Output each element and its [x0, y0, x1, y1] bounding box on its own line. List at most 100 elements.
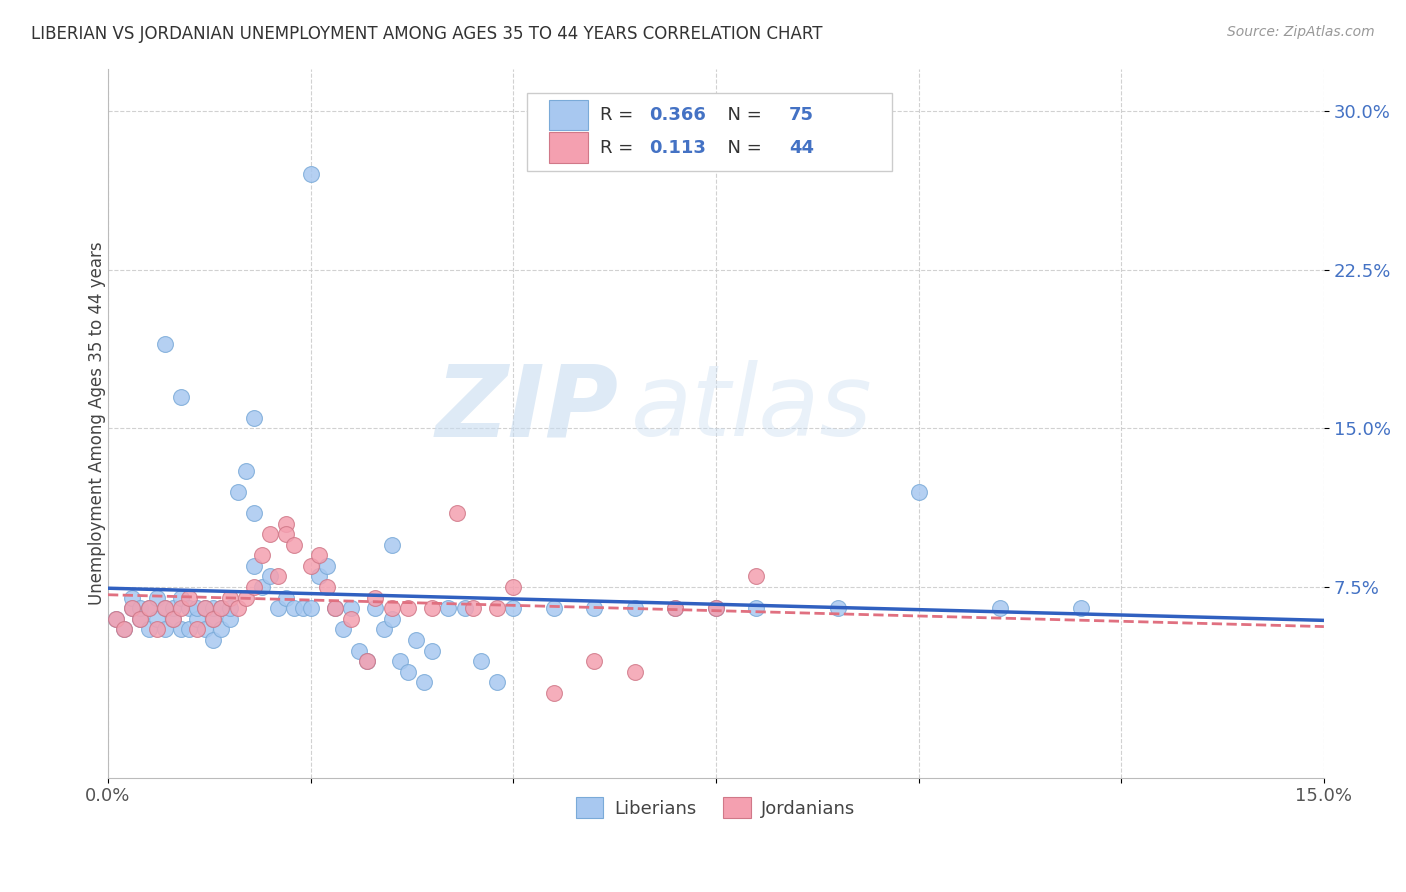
Point: [194, 601, 217, 615]
Point: [138, 623, 160, 637]
Point: [381, 612, 404, 626]
Legend: Liberians, Jordanians: Liberians, Jordanians: [569, 790, 863, 825]
Point: [211, 601, 233, 615]
Point: [381, 601, 404, 615]
Point: [486, 675, 509, 690]
Point: [396, 665, 419, 679]
Point: [243, 558, 266, 573]
Point: [186, 612, 208, 626]
Point: [299, 601, 322, 615]
Point: [259, 527, 281, 541]
FancyBboxPatch shape: [550, 100, 588, 130]
Point: [745, 601, 768, 615]
Point: [138, 601, 160, 615]
Point: [276, 516, 298, 531]
Point: [502, 580, 524, 594]
Point: [162, 601, 184, 615]
Point: [486, 601, 509, 615]
Point: [170, 623, 193, 637]
Point: [121, 591, 143, 605]
Point: [405, 632, 427, 647]
Text: atlas: atlas: [631, 360, 873, 458]
Point: [235, 591, 257, 605]
Point: [349, 643, 371, 657]
FancyBboxPatch shape: [550, 132, 588, 163]
Point: [121, 601, 143, 615]
Point: [235, 464, 257, 478]
Point: [583, 654, 606, 668]
Text: ZIP: ZIP: [436, 360, 619, 458]
Point: [988, 601, 1011, 615]
Point: [291, 601, 314, 615]
Point: [323, 601, 346, 615]
Point: [170, 601, 193, 615]
Point: [112, 623, 135, 637]
Point: [170, 591, 193, 605]
Point: [153, 601, 176, 615]
Point: [299, 167, 322, 181]
Point: [332, 623, 354, 637]
Y-axis label: Unemployment Among Ages 35 to 44 years: Unemployment Among Ages 35 to 44 years: [89, 241, 105, 605]
Text: 44: 44: [789, 139, 814, 157]
Point: [340, 601, 363, 615]
Point: [202, 612, 225, 626]
Point: [502, 601, 524, 615]
Point: [470, 654, 492, 668]
Point: [226, 484, 249, 499]
FancyBboxPatch shape: [527, 94, 893, 171]
Point: [315, 558, 337, 573]
Point: [907, 484, 929, 499]
Point: [283, 538, 305, 552]
Point: [145, 612, 167, 626]
Point: [323, 601, 346, 615]
Point: [186, 623, 208, 637]
Point: [373, 623, 395, 637]
Text: 75: 75: [789, 105, 814, 124]
Text: LIBERIAN VS JORDANIAN UNEMPLOYMENT AMONG AGES 35 TO 44 YEARS CORRELATION CHART: LIBERIAN VS JORDANIAN UNEMPLOYMENT AMONG…: [31, 25, 823, 43]
Text: 0.366: 0.366: [650, 105, 706, 124]
Point: [129, 601, 152, 615]
Point: [664, 601, 686, 615]
Point: [177, 591, 200, 605]
Point: [420, 601, 443, 615]
Point: [267, 569, 290, 583]
Point: [664, 601, 686, 615]
Point: [153, 336, 176, 351]
Text: R =: R =: [600, 105, 640, 124]
Point: [827, 601, 849, 615]
Point: [162, 612, 184, 626]
Point: [1070, 601, 1092, 615]
Point: [283, 601, 305, 615]
Point: [243, 506, 266, 520]
Point: [624, 665, 647, 679]
Point: [453, 601, 475, 615]
Point: [121, 601, 143, 615]
Point: [356, 654, 378, 668]
Point: [583, 601, 606, 615]
Point: [340, 612, 363, 626]
Point: [243, 580, 266, 594]
Point: [276, 527, 298, 541]
Point: [624, 601, 647, 615]
Point: [267, 601, 290, 615]
Point: [308, 569, 330, 583]
Point: [211, 623, 233, 637]
Point: [177, 601, 200, 615]
Point: [105, 612, 128, 626]
Point: [194, 601, 217, 615]
Point: [194, 623, 217, 637]
Point: [704, 601, 727, 615]
Point: [543, 686, 565, 700]
Point: [202, 632, 225, 647]
Text: N =: N =: [716, 105, 768, 124]
Point: [461, 601, 484, 615]
Point: [396, 601, 419, 615]
Point: [202, 601, 225, 615]
Point: [145, 623, 167, 637]
Point: [381, 538, 404, 552]
Point: [162, 612, 184, 626]
Point: [218, 591, 240, 605]
Point: [112, 623, 135, 637]
Point: [170, 390, 193, 404]
Text: Source: ZipAtlas.com: Source: ZipAtlas.com: [1227, 25, 1375, 39]
